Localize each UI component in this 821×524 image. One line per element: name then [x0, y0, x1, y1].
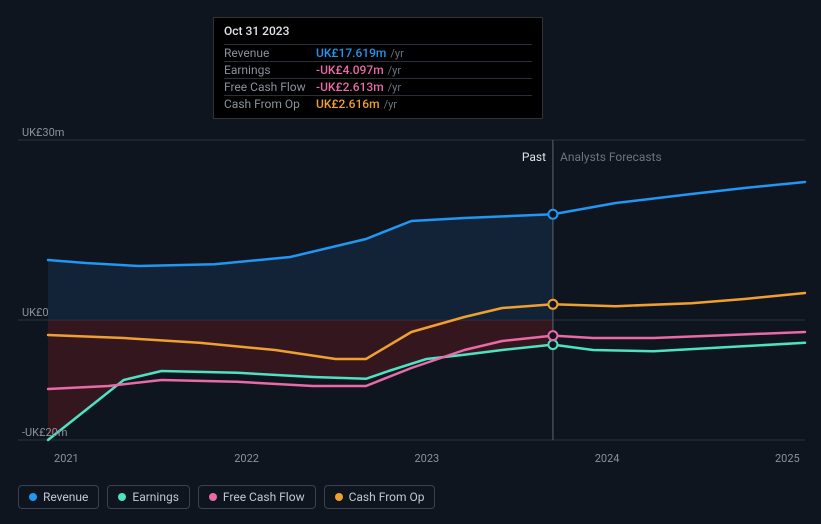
- legend-dot-icon: [335, 493, 343, 501]
- tooltip-date: Oct 31 2023: [224, 24, 532, 40]
- chart-legend: Revenue Earnings Free Cash Flow Cash From O…: [18, 485, 435, 509]
- legend-item-label: Earnings: [132, 490, 179, 504]
- marker-revenue: [548, 210, 557, 219]
- tooltip-row-value: UK£2.616m: [316, 97, 380, 111]
- legend-item-revenue[interactable]: Revenue: [18, 485, 99, 509]
- tooltip-row-unit: /yr: [390, 47, 403, 60]
- legend-item-earnings[interactable]: Earnings: [107, 485, 190, 509]
- y-tick-label: UK£30m: [22, 126, 64, 139]
- legend-item-cash-from-op[interactable]: Cash From Op: [324, 485, 436, 509]
- tooltip-row-value: -UK£4.097m: [316, 63, 384, 77]
- tooltip-row: Cash From OpUK£2.616m/yr: [224, 95, 532, 112]
- marker-fcf: [548, 331, 557, 340]
- y-tick-label: UK£0: [22, 306, 49, 319]
- chart-tooltip: Oct 31 2023 RevenueUK£17.619m/yrEarnings…: [213, 17, 543, 119]
- x-tick-label: 2023: [415, 452, 440, 465]
- forecast-label: Analysts Forecasts: [560, 150, 662, 164]
- tooltip-row-unit: /yr: [388, 64, 401, 77]
- y-tick-label: -UK£20m: [22, 426, 67, 439]
- legend-dot-icon: [209, 493, 217, 501]
- past-label: Past: [522, 150, 546, 164]
- tooltip-row: Earnings-UK£4.097m/yr: [224, 61, 532, 78]
- tooltip-row: Free Cash Flow-UK£2.613m/yr: [224, 78, 532, 95]
- legend-dot-icon: [118, 493, 126, 501]
- legend-item-label: Free Cash Flow: [223, 490, 305, 504]
- tooltip-row-label: Cash From Op: [224, 97, 316, 111]
- tooltip-row-value: -UK£2.613m: [316, 80, 384, 94]
- tooltip-row-unit: /yr: [388, 81, 401, 94]
- tooltip-row: RevenueUK£17.619m/yr: [224, 44, 532, 61]
- legend-item-label: Revenue: [43, 490, 88, 504]
- x-tick-label: 2024: [595, 452, 620, 465]
- tooltip-row-label: Earnings: [224, 63, 316, 77]
- legend-item-free-cash-flow[interactable]: Free Cash Flow: [198, 485, 316, 509]
- marker-cfo: [548, 300, 557, 309]
- legend-dot-icon: [29, 493, 37, 501]
- tooltip-row-label: Revenue: [224, 46, 316, 60]
- tooltip-row-label: Free Cash Flow: [224, 80, 316, 94]
- tooltip-row-unit: /yr: [384, 98, 397, 111]
- x-tick-label: 2025: [775, 452, 800, 465]
- marker-earnings: [548, 340, 557, 349]
- legend-item-label: Cash From Op: [349, 490, 425, 504]
- x-tick-label: 2022: [234, 452, 259, 465]
- x-tick-label: 2021: [54, 452, 79, 465]
- tooltip-row-value: UK£17.619m: [316, 46, 386, 60]
